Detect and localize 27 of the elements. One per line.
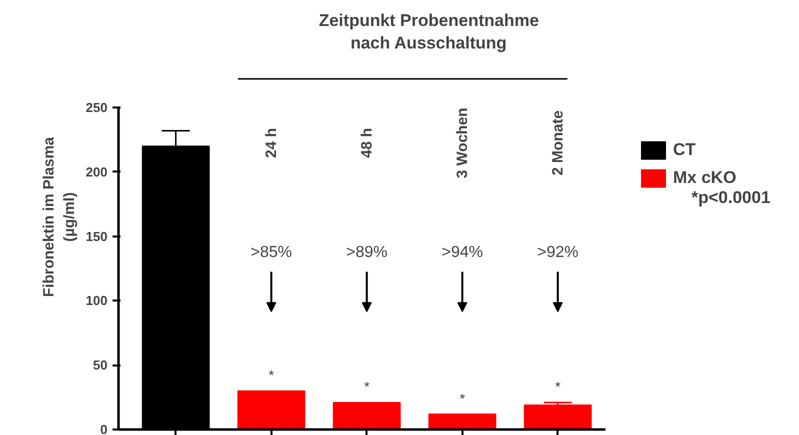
bar	[237, 390, 306, 430]
y-tick-label: 150	[86, 228, 108, 244]
y-tick-label: 200	[86, 164, 108, 180]
annotation: >85%	[250, 244, 292, 261]
y-axis-title: Fibronektin im Plasma (µg/ml)	[40, 136, 78, 298]
y-tick-label: 100	[86, 293, 108, 308]
bar	[332, 402, 401, 430]
y-tick-label: 250	[86, 100, 108, 116]
legend-label: Mx cKO	[673, 168, 736, 188]
annotation: *	[364, 378, 370, 395]
annotation: *	[555, 378, 562, 395]
annotation: *	[268, 367, 275, 384]
y-tick-label: 50	[93, 358, 108, 373]
bar	[524, 404, 592, 430]
x-tick-label: 3 Wochen	[454, 108, 471, 178]
annotation: >89%	[346, 244, 388, 261]
bar	[428, 414, 496, 430]
annotation: >92%	[537, 244, 578, 261]
x-tick-label: 48 h	[358, 128, 376, 158]
annotation: >94%	[442, 244, 483, 261]
x-tick-label: 24 h	[262, 128, 280, 158]
y-tick-label: 0	[100, 422, 108, 435]
x-tick-label: 2 Monate	[549, 110, 566, 176]
annotation: *	[460, 390, 466, 406]
text: *p<0.0001	[692, 188, 770, 208]
chart-title: Zeitpunkt Probenentnahme nach Ausschaltung	[318, 10, 539, 53]
legend-label: CT	[673, 140, 696, 160]
